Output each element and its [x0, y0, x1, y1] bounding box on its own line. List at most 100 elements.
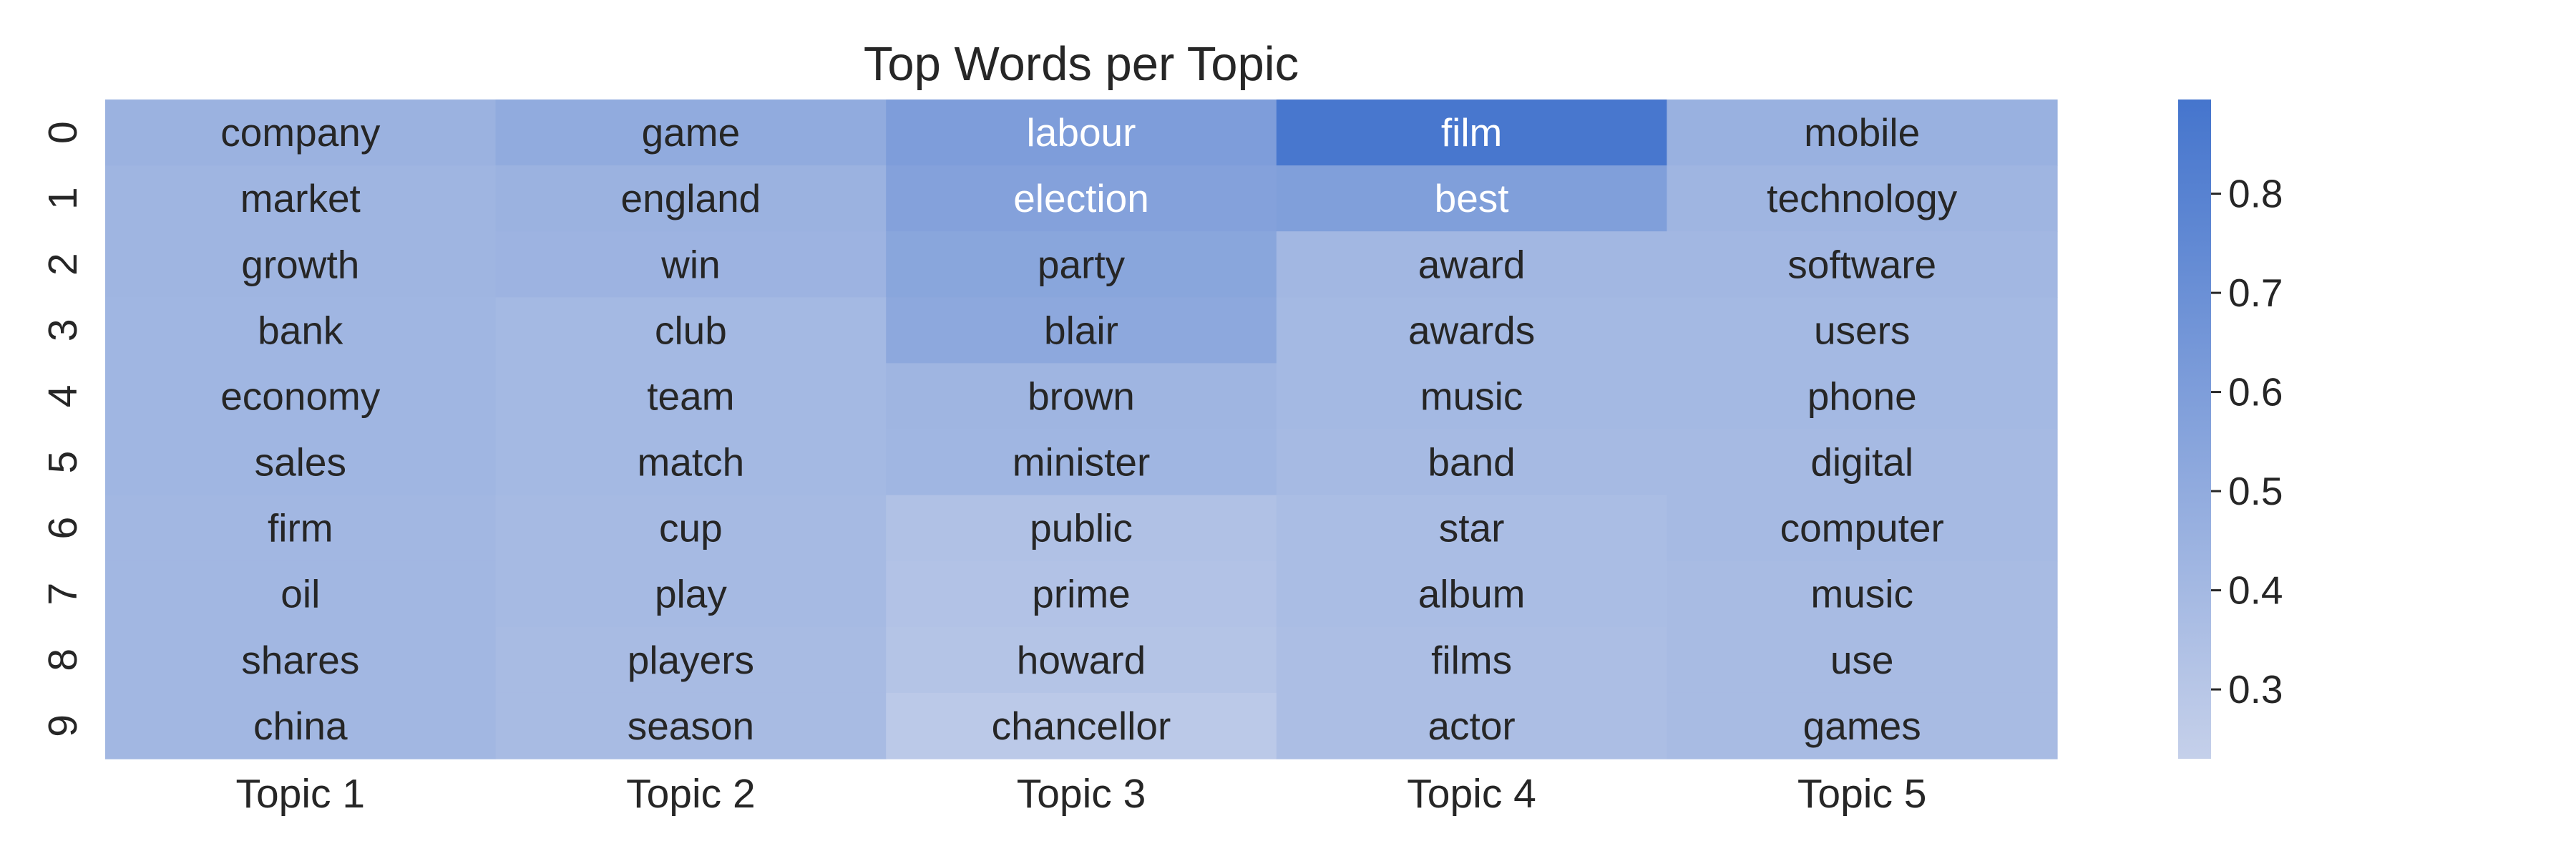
cell-word-label: music [1810, 572, 1913, 616]
cell-word-label: match [638, 440, 745, 485]
heatmap-cell [495, 100, 887, 166]
cell-word-label: china [253, 704, 348, 748]
heatmap-cell [1276, 560, 1667, 628]
heatmap-cell [1667, 429, 2058, 496]
y-tick-label: 9 [40, 714, 86, 737]
heatmap-cell [1276, 626, 1667, 694]
y-tick-label: 7 [40, 583, 86, 606]
x-axis-tick-labels: Topic 1 Topic 2 Topic 3 Topic 4 Topic 5 [235, 771, 1926, 817]
heatmap-cell [1667, 297, 2058, 364]
cell-word-label: england [621, 176, 761, 220]
heatmap-cell [105, 100, 497, 166]
cell-word-label: blair [1044, 308, 1118, 352]
cell-word-label: play [655, 572, 727, 616]
heatmap-cell [105, 495, 497, 562]
cell-word-label: cup [659, 506, 723, 550]
heatmap-cell [1667, 100, 2058, 166]
cell-word-label: software [1787, 242, 1936, 286]
heatmap-cell [886, 626, 1277, 694]
heatmap-cell [495, 429, 887, 496]
cell-word-label: star [1439, 506, 1505, 550]
heatmap-cell [495, 165, 887, 232]
heatmap-cell [1276, 692, 1667, 759]
cell-word-label: players [628, 638, 754, 682]
heatmap-cell [1276, 495, 1667, 562]
y-tick-label: 0 [40, 121, 86, 144]
heatmap-cell [105, 363, 497, 430]
cell-word-label: firm [268, 506, 333, 550]
x-tick-label: Topic 1 [235, 771, 365, 817]
cell-word-label: technology [1767, 176, 1958, 220]
heatmap-cell [105, 692, 497, 759]
cell-word-label: season [628, 704, 754, 748]
cell-word-label: team [647, 374, 734, 418]
heatmap-cell [1667, 165, 2058, 232]
cell-word-label: album [1418, 572, 1526, 616]
cell-word-label: awards [1408, 308, 1535, 352]
cell-word-label: oil [280, 572, 320, 616]
x-tick-label: Topic 4 [1407, 771, 1536, 817]
heatmap-cell [495, 297, 887, 364]
heatmap-cell [495, 560, 887, 628]
heatmap-cell [105, 560, 497, 628]
heatmap-cell [1276, 231, 1667, 298]
y-tick-label: 5 [40, 451, 86, 474]
heatmap-cell [105, 297, 497, 364]
cell-word-label: club [655, 308, 727, 352]
cell-word-label: film [1441, 110, 1503, 155]
cell-word-label: use [1830, 638, 1894, 682]
cell-word-label: market [240, 176, 361, 220]
y-tick-label: 6 [40, 517, 86, 540]
colorbar-tick-label: 0.8 [2228, 172, 2283, 216]
heatmap-cell [1276, 363, 1667, 430]
heatmap-cell [1667, 363, 2058, 430]
cell-word-label: computer [1780, 506, 1944, 550]
cell-word-label: users [1814, 308, 1911, 352]
heatmap-cell [886, 495, 1277, 562]
cell-word-label: labour [1027, 110, 1136, 155]
heatmap-cell [1276, 165, 1667, 232]
x-tick-label: Topic 2 [626, 771, 756, 817]
cell-word-label: chancellor [992, 704, 1171, 748]
heatmap-cell [886, 692, 1277, 759]
heatmap-cell [886, 100, 1277, 166]
heatmap-cell [886, 165, 1277, 232]
heatmap-cell [886, 429, 1277, 496]
colorbar-tick-label: 0.3 [2228, 667, 2283, 712]
heatmap-cell [495, 626, 887, 694]
cell-word-label: growth [241, 242, 359, 286]
cell-word-label: phone [1807, 374, 1917, 418]
heatmap-cell [105, 429, 497, 496]
heatmap-cell [1276, 100, 1667, 166]
y-axis-tick-labels: 0 1 2 3 4 5 6 7 8 9 [40, 121, 86, 737]
heatmap-cell [886, 363, 1277, 430]
cell-word-label: party [1038, 242, 1126, 286]
heatmap-cell [886, 560, 1277, 628]
cell-word-label: game [642, 110, 741, 155]
heatmap-cell [1667, 560, 2058, 628]
cell-word-label: shares [241, 638, 359, 682]
heatmap-cell [105, 231, 497, 298]
cell-word-label: company [220, 110, 381, 155]
colorbar-ticks: 0.8 0.7 0.6 0.5 0.4 0.3 [2211, 172, 2283, 712]
heatmap-cell [495, 692, 887, 759]
cell-word-label: brown [1028, 374, 1135, 418]
cell-word-label: sales [255, 440, 346, 485]
cell-word-label: election [1013, 176, 1149, 220]
cell-word-label: games [1803, 704, 1921, 748]
x-tick-label: Topic 5 [1797, 771, 1927, 817]
cell-word-label: award [1418, 242, 1526, 286]
cell-word-label: howard [1017, 638, 1146, 682]
cell-word-label: actor [1428, 704, 1515, 748]
x-tick-label: Topic 3 [1017, 771, 1146, 817]
heatmap-cell [1276, 429, 1667, 496]
y-tick-label: 1 [40, 187, 86, 210]
y-tick-label: 2 [40, 253, 86, 276]
cell-word-label: music [1420, 374, 1523, 418]
heatmap-cell [1667, 692, 2058, 759]
y-tick-label: 8 [40, 649, 86, 671]
heatmap-cell [495, 231, 887, 298]
cell-word-label: bank [258, 308, 343, 352]
cell-word-label: win [660, 242, 721, 286]
